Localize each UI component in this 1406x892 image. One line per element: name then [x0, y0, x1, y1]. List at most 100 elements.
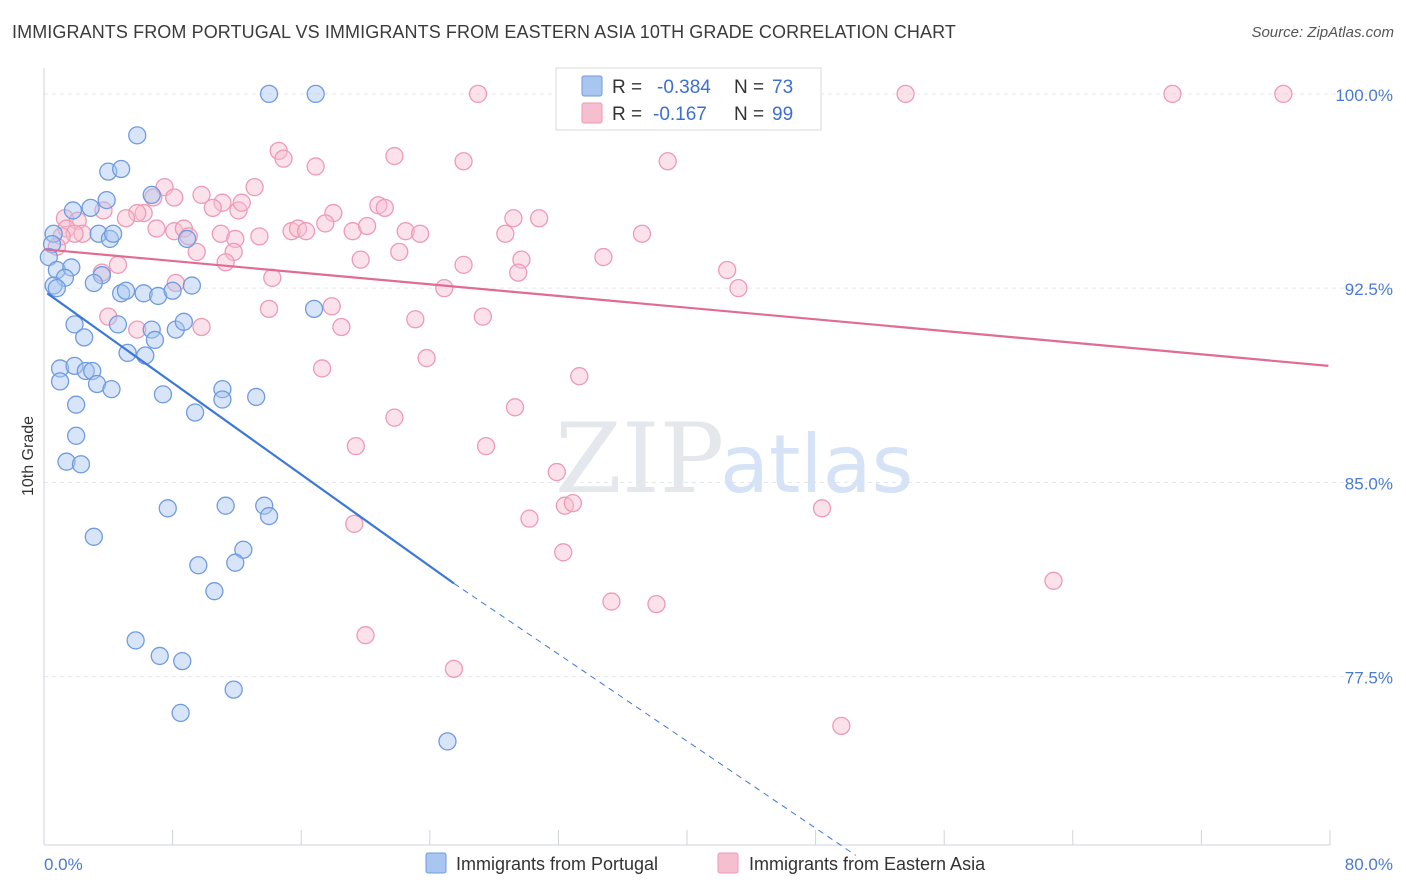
- scatter-point: [832, 716, 851, 736]
- scatter-point: [213, 380, 232, 399]
- scatter-point: [97, 190, 116, 210]
- scatter-point: [322, 297, 341, 316]
- x-tick-label-right: 80.0%: [1345, 855, 1393, 874]
- chart-title: IMMIGRANTS FROM PORTUGAL VS IMMIGRANTS F…: [12, 22, 956, 42]
- scatter-point: [520, 509, 539, 528]
- scatter-point: [729, 278, 748, 298]
- trend-line-portugal: [46, 292, 455, 585]
- scatter-point: [145, 330, 165, 350]
- scatter-point: [304, 299, 324, 319]
- scatter-point: [147, 219, 166, 238]
- scatter-point: [259, 299, 279, 319]
- scatter-point: [163, 281, 182, 300]
- gridlines: [44, 93, 1380, 678]
- scatter-point: [112, 159, 131, 179]
- scatter-point: [435, 278, 454, 298]
- stats-n-value-blue: 73: [772, 77, 793, 98]
- scatter-point: [108, 315, 128, 334]
- scatter-point: [454, 152, 473, 171]
- stats-n-value-pink: 99: [772, 104, 793, 125]
- scatter-point: [263, 268, 282, 287]
- scatter-point: [357, 216, 377, 236]
- scatter-point: [658, 152, 677, 171]
- scatter-point: [165, 188, 184, 207]
- scatter-point: [205, 582, 224, 601]
- scatter-point: [529, 209, 549, 228]
- scatter-point: [192, 317, 211, 337]
- stats-r-label-blue: R =: [612, 77, 642, 98]
- stats-swatch-blue: [581, 75, 603, 97]
- legend: Immigrants from Portugal Immigrants from…: [425, 852, 986, 874]
- y-tick-label: 77.5%: [1345, 669, 1393, 688]
- scatter-point: [134, 284, 153, 303]
- scatter-point: [126, 631, 145, 650]
- scatter-point: [76, 361, 95, 381]
- scatter-point: [602, 592, 621, 611]
- stats-n-label-pink: N =: [734, 104, 764, 125]
- scatter-point: [504, 209, 523, 228]
- scatter-point: [213, 193, 232, 212]
- scatter-point: [102, 380, 121, 399]
- scatter-point: [234, 540, 253, 559]
- scatter-point: [316, 214, 335, 233]
- scatter-point: [187, 242, 206, 262]
- y-tick-labels: 100.0% 92.5% 85.0% 77.5%: [1335, 86, 1393, 688]
- trend-line-portugal-extrapolated: [453, 582, 857, 856]
- scatter-point: [216, 253, 235, 272]
- scatter-point: [142, 320, 161, 339]
- scatter-point: [570, 367, 589, 386]
- scatter-point: [896, 84, 915, 104]
- legend-swatch-portugal: [425, 852, 447, 874]
- scatter-point: [259, 506, 279, 526]
- stats-r-value-pink: -0.167: [653, 104, 707, 125]
- scatter-point: [306, 157, 325, 176]
- scatter-point: [245, 177, 264, 197]
- scatter-point: [185, 403, 205, 422]
- scatter-point: [454, 255, 473, 274]
- scatter-point: [417, 348, 436, 368]
- scatter-point: [203, 198, 222, 218]
- scatter-point: [116, 281, 136, 300]
- scatter-point: [345, 514, 364, 533]
- scatter-point: [62, 258, 81, 277]
- source-attribution: Source: ZipAtlas.com: [1251, 24, 1394, 41]
- scatter-point: [174, 312, 194, 331]
- scatter-point: [563, 493, 583, 513]
- watermark-atlas: atlas: [720, 418, 913, 511]
- scatter-point: [312, 359, 332, 378]
- scatter-point: [718, 260, 737, 280]
- scatter-point: [116, 209, 136, 228]
- scatter-point: [411, 224, 430, 243]
- scatter-point: [63, 201, 83, 220]
- scatter-point: [100, 229, 120, 249]
- scatter-point: [128, 320, 147, 339]
- scatter-point: [71, 455, 91, 474]
- scatter-point: [134, 203, 153, 223]
- watermark-zip: ZIP: [555, 403, 724, 515]
- scatter-point: [67, 426, 86, 445]
- scatter-point: [99, 307, 118, 326]
- scatter-point: [505, 398, 525, 417]
- scatter-point: [189, 556, 208, 575]
- scatter-point: [192, 185, 211, 205]
- scatter-point: [375, 198, 394, 218]
- scatter-point: [259, 84, 279, 104]
- scatter-point: [356, 626, 375, 645]
- scatter-point: [65, 315, 84, 334]
- stats-r-label-pink: R =: [612, 104, 642, 125]
- scatter-point: [274, 149, 293, 168]
- scatter-point: [67, 395, 86, 414]
- scatter-point: [385, 408, 404, 427]
- scatter-point: [153, 385, 173, 404]
- scatter-point: [232, 193, 251, 212]
- watermark: ZIP atlas: [555, 403, 913, 515]
- scatter-point: [346, 436, 366, 456]
- scatter-point: [84, 273, 103, 293]
- scatter-point: [171, 703, 190, 723]
- scatter-point: [128, 203, 147, 223]
- scatter-point: [247, 387, 266, 407]
- scatter-point: [81, 198, 100, 218]
- scatter-point: [296, 222, 316, 241]
- stats-swatch-pink: [581, 102, 603, 124]
